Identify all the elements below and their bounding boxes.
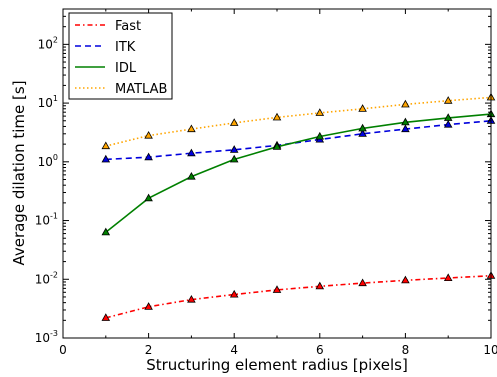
y-tick-exponent: 0 — [53, 153, 58, 162]
y-tick-label: 10-1 — [35, 212, 58, 228]
y-tick-label: 101 — [38, 94, 58, 110]
y-tick-label: 10-2 — [35, 270, 58, 286]
data-point-itk — [144, 152, 153, 161]
data-point-idl — [229, 154, 239, 163]
y-tick-base: 10 — [35, 272, 50, 286]
y-tick-label: 102 — [38, 35, 58, 51]
data-point-matlab — [144, 130, 153, 139]
plot-content — [101, 92, 496, 321]
x-tick-label: 2 — [145, 343, 153, 357]
data-point-itk — [443, 119, 453, 128]
data-point-itk — [101, 154, 111, 163]
y-tick-label: 100 — [38, 153, 58, 169]
series-line-fast — [105, 274, 492, 319]
data-point-idl — [358, 123, 367, 132]
data-point-fast — [358, 278, 367, 287]
x-tick-label: 8 — [402, 343, 410, 357]
data-point-fast — [401, 275, 410, 284]
data-point-fast — [144, 302, 153, 310]
data-point-matlab — [229, 118, 239, 126]
data-point-matlab — [358, 104, 367, 112]
x-tick-label: 10 — [483, 343, 497, 357]
data-point-itk — [401, 124, 410, 133]
y-tick-base: 10 — [38, 155, 53, 169]
y-tick-exponent: 2 — [53, 35, 58, 44]
data-point-fast — [443, 273, 453, 282]
y-tick-label: 10-3 — [35, 329, 58, 345]
data-point-idl — [144, 193, 153, 202]
data-point-fast — [229, 289, 239, 298]
data-point-idl — [443, 113, 453, 121]
data-point-matlab — [272, 112, 282, 121]
series-line-matlab — [105, 96, 492, 147]
legend-label-idl: IDL — [115, 61, 137, 76]
y-tick-exponent: -2 — [50, 270, 58, 279]
data-point-fast — [101, 313, 111, 321]
data-point-matlab — [401, 99, 410, 108]
y-tick-exponent: -1 — [50, 212, 58, 221]
x-tick-label: 0 — [59, 343, 67, 357]
y-tick-base: 10 — [38, 37, 53, 51]
x-axis-title: Structuring element radius [pixels] — [146, 356, 408, 374]
legend: Fast ITK IDL MATLAB — [68, 12, 173, 100]
x-tick-label: 4 — [230, 343, 238, 357]
data-point-idl — [187, 171, 196, 180]
legend-label-itk: ITK — [115, 40, 136, 55]
data-point-idl — [401, 117, 410, 126]
plot-frame — [62, 8, 492, 339]
legend-label-matlab: MATLAB — [115, 82, 167, 97]
data-point-fast — [187, 294, 196, 303]
data-point-idl — [101, 227, 111, 236]
legend-label-fast: Fast — [115, 19, 141, 34]
data-point-fast — [315, 281, 325, 290]
y-tick-exponent: -3 — [50, 329, 58, 338]
data-point-matlab — [187, 124, 196, 133]
y-tick-base: 10 — [38, 96, 53, 110]
data-point-idl — [272, 142, 282, 150]
data-point-matlab — [443, 96, 453, 104]
y-axis-title: Average dilation time [s] — [10, 80, 28, 265]
data-point-matlab — [315, 108, 325, 116]
x-tick-label: 6 — [316, 343, 324, 357]
series-line-idl — [105, 113, 492, 233]
y-tick-base: 10 — [35, 331, 50, 345]
legend-box — [68, 12, 173, 100]
data-point-itk — [229, 145, 239, 153]
y-tick-base: 10 — [35, 214, 50, 228]
data-point-fast — [272, 285, 282, 293]
data-point-itk — [358, 129, 367, 137]
data-point-idl — [315, 131, 325, 140]
y-tick-exponent: 1 — [53, 94, 58, 103]
data-point-itk — [187, 148, 196, 157]
data-point-matlab — [101, 141, 111, 150]
